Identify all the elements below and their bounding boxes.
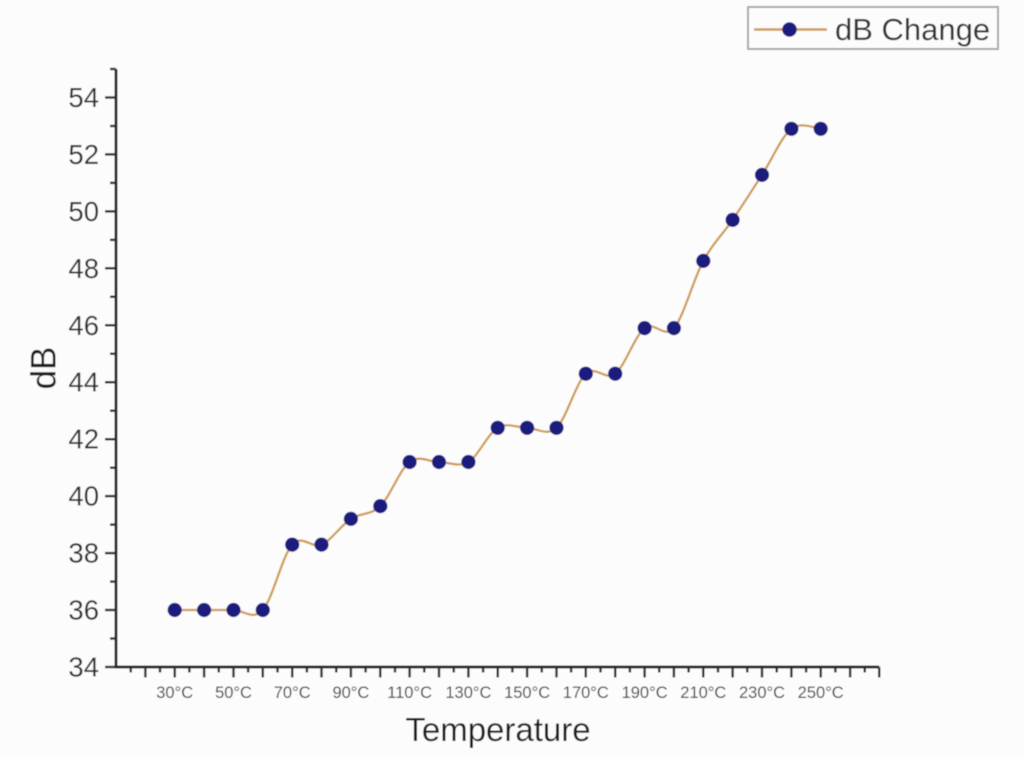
svg-text:44: 44 <box>68 367 99 398</box>
svg-text:54: 54 <box>68 82 99 113</box>
svg-text:110°C: 110°C <box>387 684 432 702</box>
svg-text:dB: dB <box>25 347 64 390</box>
svg-text:36: 36 <box>68 595 99 626</box>
svg-text:50°C: 50°C <box>215 684 252 702</box>
svg-text:70°C: 70°C <box>274 684 311 702</box>
svg-text:250°C: 250°C <box>798 684 844 702</box>
svg-text:190°C: 190°C <box>622 684 668 702</box>
svg-text:Temperature: Temperature <box>405 711 590 748</box>
svg-text:210°C: 210°C <box>680 684 726 702</box>
svg-text:52: 52 <box>68 139 99 170</box>
svg-text:40: 40 <box>68 481 99 512</box>
svg-text:230°C: 230°C <box>739 684 785 702</box>
svg-text:170°C: 170°C <box>563 684 609 702</box>
svg-text:38: 38 <box>68 538 99 569</box>
svg-text:130°C: 130°C <box>445 684 491 702</box>
svg-text:46: 46 <box>68 310 99 341</box>
svg-text:dB Change: dB Change <box>835 12 990 47</box>
svg-text:42: 42 <box>68 424 99 455</box>
svg-text:150°C: 150°C <box>504 684 550 702</box>
svg-text:48: 48 <box>68 253 99 284</box>
svg-text:90°C: 90°C <box>332 684 369 702</box>
svg-text:50: 50 <box>68 196 99 227</box>
svg-text:30°C: 30°C <box>156 684 193 702</box>
svg-text:34: 34 <box>68 652 99 683</box>
